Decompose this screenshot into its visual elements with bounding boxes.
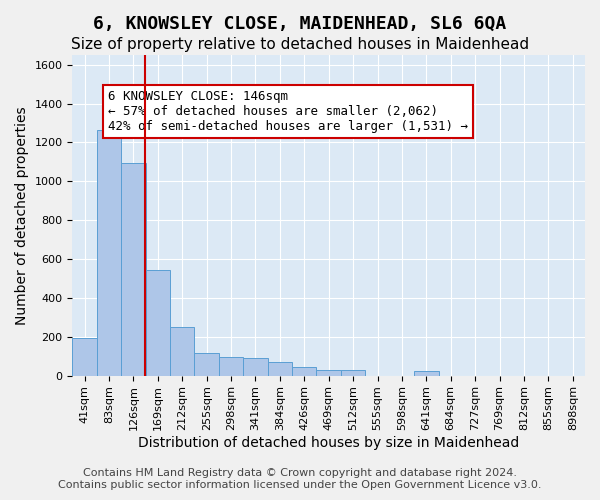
Bar <box>414 372 439 376</box>
Y-axis label: Number of detached properties: Number of detached properties <box>15 106 29 324</box>
Bar <box>194 352 219 376</box>
Text: 6 KNOWSLEY CLOSE: 146sqm
← 57% of detached houses are smaller (2,062)
42% of sem: 6 KNOWSLEY CLOSE: 146sqm ← 57% of detach… <box>108 90 468 134</box>
Bar <box>146 270 170 376</box>
Bar <box>268 362 292 376</box>
Text: Contains HM Land Registry data © Crown copyright and database right 2024.
Contai: Contains HM Land Registry data © Crown c… <box>58 468 542 490</box>
Bar <box>97 130 121 376</box>
Bar <box>243 358 268 376</box>
Bar <box>341 370 365 376</box>
Bar <box>121 163 146 376</box>
Text: Size of property relative to detached houses in Maidenhead: Size of property relative to detached ho… <box>71 38 529 52</box>
Bar <box>316 370 341 376</box>
X-axis label: Distribution of detached houses by size in Maidenhead: Distribution of detached houses by size … <box>138 436 520 450</box>
Bar <box>292 368 316 376</box>
Text: 6, KNOWSLEY CLOSE, MAIDENHEAD, SL6 6QA: 6, KNOWSLEY CLOSE, MAIDENHEAD, SL6 6QA <box>94 15 506 33</box>
Bar <box>73 338 97 376</box>
Bar <box>219 356 243 376</box>
Bar <box>170 327 194 376</box>
